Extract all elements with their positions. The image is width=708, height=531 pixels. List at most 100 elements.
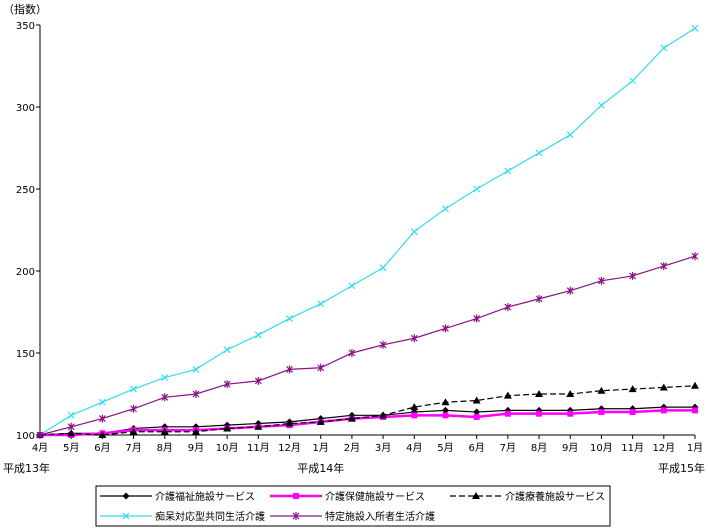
y-tick-label: 250 bbox=[16, 185, 35, 196]
data-point bbox=[285, 419, 294, 427]
x-tick-label: 9月 bbox=[188, 442, 204, 454]
data-point bbox=[504, 167, 512, 175]
legend-item: 痴呆対応型共同生活介護 bbox=[100, 510, 265, 523]
era-label: 平成14年 bbox=[297, 461, 344, 475]
data-point bbox=[379, 340, 387, 349]
data-point bbox=[129, 427, 138, 435]
data-point bbox=[566, 390, 575, 397]
data-point bbox=[161, 393, 169, 402]
data-point bbox=[660, 262, 668, 271]
data-point bbox=[192, 365, 200, 373]
legend: 介護福祉施設サービス 介護保健施設サービス 介護療養施設サービス痴呆対応型共同生活介… bbox=[95, 485, 611, 527]
series-line bbox=[39, 406, 695, 436]
data-point bbox=[293, 493, 299, 499]
data-point bbox=[473, 413, 480, 420]
data-point bbox=[379, 264, 387, 272]
legend-label: 介護療養施設サービス bbox=[505, 490, 605, 503]
y-tick-label: 100 bbox=[16, 431, 35, 442]
data-point bbox=[660, 44, 668, 52]
series-line bbox=[39, 27, 696, 436]
data-point bbox=[192, 390, 200, 398]
data-point bbox=[286, 365, 293, 374]
x-tick-label: 4月 bbox=[406, 442, 422, 454]
x-tick-label: 7月 bbox=[125, 442, 141, 454]
legend-label: 介護福祉施設サービス bbox=[155, 490, 255, 503]
data-point bbox=[160, 427, 169, 435]
data-point bbox=[36, 431, 44, 439]
legend-label: 介護保健施設サービス bbox=[325, 490, 425, 503]
data-point bbox=[473, 408, 481, 416]
data-point bbox=[660, 407, 667, 414]
data-point bbox=[566, 131, 574, 139]
legend-item: 介護保健施設サービス bbox=[270, 490, 425, 503]
data-point bbox=[597, 386, 606, 394]
data-point bbox=[98, 414, 106, 423]
x-tick-label: 2月 bbox=[344, 442, 360, 454]
data-point bbox=[442, 324, 449, 333]
data-point bbox=[130, 385, 137, 393]
data-point bbox=[410, 403, 419, 411]
data-point bbox=[535, 149, 543, 157]
data-point bbox=[161, 374, 169, 382]
data-point bbox=[473, 185, 481, 193]
legend-item: 介護福祉施設サービス bbox=[100, 490, 255, 503]
data-point bbox=[598, 101, 605, 109]
x-tick-label: 5月 bbox=[437, 442, 453, 454]
data-point bbox=[598, 409, 605, 416]
data-point bbox=[598, 276, 605, 285]
data-point bbox=[379, 411, 388, 419]
data-point bbox=[254, 376, 262, 385]
x-axis-ticks: 4月 5月 6月 7月 8月 9月 10月 11月 12月 1月 2月 3月 4月 5月 6月 7月 8月 9月 1… bbox=[32, 435, 703, 454]
data-point bbox=[317, 363, 325, 372]
data-point bbox=[441, 406, 449, 414]
data-point bbox=[535, 390, 544, 397]
series-line bbox=[39, 385, 696, 436]
series-line bbox=[39, 255, 696, 436]
data-point bbox=[472, 492, 480, 499]
legend-label: 特定施設入所者生活介護 bbox=[325, 510, 435, 523]
data-point bbox=[130, 404, 137, 413]
data-point bbox=[347, 414, 356, 422]
data-point bbox=[67, 411, 75, 419]
axes bbox=[39, 25, 695, 436]
data-point bbox=[567, 410, 574, 417]
data-point bbox=[98, 398, 106, 406]
data-point bbox=[254, 331, 262, 339]
y-tick-label: 150 bbox=[16, 349, 35, 360]
data-point bbox=[629, 77, 637, 85]
x-tick-label: 12月 bbox=[652, 442, 675, 454]
data-point bbox=[629, 271, 637, 280]
data-point bbox=[223, 346, 231, 354]
series bbox=[36, 24, 699, 439]
data-point bbox=[441, 398, 450, 406]
data-point bbox=[473, 314, 481, 323]
x-tick-label: 6月 bbox=[94, 442, 110, 454]
data-point bbox=[122, 492, 130, 500]
data-point bbox=[67, 422, 75, 431]
data-point bbox=[223, 380, 231, 389]
x-tick-label: 7月 bbox=[500, 442, 516, 454]
data-point bbox=[122, 512, 130, 520]
y-tick-label: 300 bbox=[16, 103, 35, 114]
y-axis-title: （指数） bbox=[3, 2, 47, 16]
data-point bbox=[191, 427, 200, 435]
x-tick-label: 12月 bbox=[278, 442, 301, 454]
data-point bbox=[691, 252, 699, 261]
plot-area bbox=[36, 24, 699, 439]
y-tick-label: 200 bbox=[16, 267, 35, 278]
data-point bbox=[317, 300, 325, 308]
x-tick-label: 6月 bbox=[468, 442, 484, 454]
x-tick-label: 11月 bbox=[621, 442, 644, 454]
data-point bbox=[535, 294, 543, 303]
legend-label: 痴呆対応型共同生活介護 bbox=[155, 510, 265, 523]
data-point bbox=[98, 431, 107, 438]
data-point bbox=[472, 396, 481, 404]
data-point bbox=[286, 315, 293, 322]
era-label: 平成15年 bbox=[658, 461, 705, 475]
data-point bbox=[292, 512, 300, 520]
legend-item: 特定施設入所者生活介護 bbox=[270, 510, 435, 523]
data-point bbox=[503, 391, 512, 399]
data-point bbox=[692, 407, 698, 414]
x-tick-label: 9月 bbox=[562, 442, 578, 454]
